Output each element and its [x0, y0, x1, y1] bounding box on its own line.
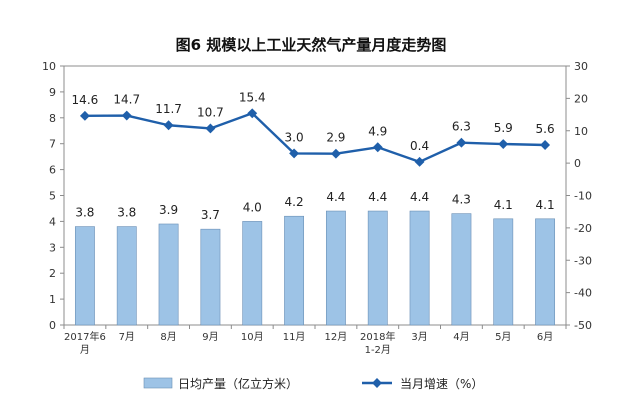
line-point	[414, 156, 425, 167]
right-axis-tick-label: 20	[574, 92, 588, 105]
line-point	[540, 140, 551, 150]
x-axis-tick-label: 9月	[202, 331, 218, 343]
line-data-label: 6.3	[452, 120, 471, 134]
line-data-label: 4.9	[368, 124, 387, 138]
line-point	[456, 137, 467, 148]
bar	[493, 218, 514, 326]
left-axis-tick-label: 5	[49, 190, 56, 203]
line-data-label: 14.7	[113, 93, 140, 107]
x-axis-tick-label: 8月	[160, 331, 176, 343]
bar-data-label: 3.9	[159, 203, 178, 217]
line-data-label: 5.6	[536, 122, 555, 136]
line-point	[247, 108, 258, 119]
series-line	[84, 112, 546, 164]
bar-data-label: 4.4	[410, 190, 429, 204]
legend-line-label: 当月增速（%）	[400, 377, 483, 391]
x-axis-tick-label: 5月	[495, 331, 511, 343]
right-axis-tick-label: 0	[574, 157, 581, 170]
right-axis-tick-label: -40	[574, 287, 592, 300]
bar-data-label: 4.2	[285, 195, 304, 209]
x-axis-tick-label: 2017年6	[64, 330, 106, 343]
left-axis-tick-label: 7	[49, 138, 56, 151]
left-axis: 0 1 2 3 4 5 6 7 8 9 10	[42, 60, 64, 332]
line-data-label: 11.7	[155, 102, 182, 116]
bar	[284, 215, 305, 326]
line-point	[498, 139, 509, 149]
line-data-label: 15.4	[239, 90, 266, 104]
left-axis-tick-label: 9	[49, 86, 56, 99]
bar	[535, 218, 556, 326]
bar	[74, 226, 95, 326]
line-point	[289, 148, 300, 159]
left-axis-tick-label: 10	[42, 60, 56, 73]
line-data-label: 14.6	[72, 93, 99, 107]
left-axis-tick-label: 2	[49, 267, 56, 280]
x-axis-tick-label: 4月	[453, 331, 469, 343]
bar-series	[74, 210, 556, 326]
bar-data-label: 3.8	[117, 206, 136, 220]
line-data-label: 0.4	[410, 139, 429, 153]
x-axis-tick-label: 12月	[325, 331, 348, 343]
x-axis-tick-label: 2018年	[360, 330, 395, 343]
left-axis-tick-label: 3	[49, 241, 56, 254]
x-axis-tick-label: 10月	[241, 331, 264, 343]
legend-line-marker	[372, 378, 382, 388]
line-point	[163, 120, 174, 131]
bar	[158, 223, 179, 326]
right-axis-tick-label: -20	[574, 222, 592, 235]
x-axis-tick-label: 3月	[411, 331, 427, 343]
x-axis-tick-label: 1-2月	[365, 344, 391, 356]
legend-bar-label: 日均产量（亿立方米）	[178, 376, 298, 391]
right-axis: -50 -40 -30 -20 -10 0 10 20 30	[566, 60, 592, 332]
right-axis-tick-label: 10	[574, 125, 588, 138]
bar-data-label: 4.1	[536, 198, 555, 212]
left-axis-tick-label: 0	[49, 319, 56, 332]
line-point	[121, 110, 132, 121]
chart-title: 图6 规模以上工业天然气产量月度走势图	[176, 36, 447, 54]
line-data-label: 2.9	[326, 131, 345, 145]
x-axis-tick-label: 7月	[119, 331, 135, 343]
right-axis-tick-label: -10	[574, 190, 592, 203]
line-data-labels: 14.6 14.7 11.7 10.7 15.4 3.0 2.9 4.9 0.4 6.3 5.9 5.…	[72, 90, 555, 153]
line-point	[330, 148, 341, 159]
line-point	[372, 142, 383, 153]
bar	[409, 210, 430, 326]
bar-data-labels: 3.8 3.8 3.9 3.7 4.0 4.2 4.4 4.4 4.4 4.3 4.1 4.1	[75, 190, 554, 222]
right-axis-tick-label: -50	[574, 319, 592, 332]
bar	[325, 210, 346, 326]
bar	[451, 213, 472, 326]
line-data-label: 3.0	[285, 130, 304, 144]
bar-data-label: 4.0	[243, 200, 262, 214]
right-axis-tick-label: 30	[574, 60, 588, 73]
x-axis-tick-label: 6月	[537, 331, 553, 343]
left-axis-tick-label: 4	[49, 215, 56, 228]
left-axis-tick-label: 6	[49, 164, 56, 177]
right-axis-tick-label: -30	[574, 254, 592, 267]
bar-data-label: 4.4	[368, 190, 387, 204]
x-axis-tick-label: 月	[80, 344, 90, 356]
x-axis-tick-label: 11月	[283, 331, 306, 343]
line-point	[79, 110, 90, 121]
line-series	[79, 108, 551, 167]
bar	[116, 226, 137, 326]
bar-data-label: 4.4	[326, 190, 345, 204]
legend-bar-swatch	[143, 377, 173, 389]
bar-data-label: 4.3	[452, 193, 471, 207]
legend: 日均产量（亿立方米） 当月增速（%）	[143, 376, 483, 391]
bar-data-label: 3.7	[201, 208, 220, 222]
bar	[367, 210, 388, 326]
line-data-label: 5.9	[494, 121, 513, 135]
left-axis-tick-label: 1	[49, 293, 56, 306]
line-point	[205, 123, 216, 134]
line-data-label: 10.7	[197, 105, 224, 119]
bar-data-label: 3.8	[75, 206, 94, 220]
bar	[242, 221, 263, 326]
bar-data-label: 4.1	[494, 198, 513, 212]
bar	[200, 228, 221, 326]
left-axis-tick-label: 8	[49, 112, 56, 125]
